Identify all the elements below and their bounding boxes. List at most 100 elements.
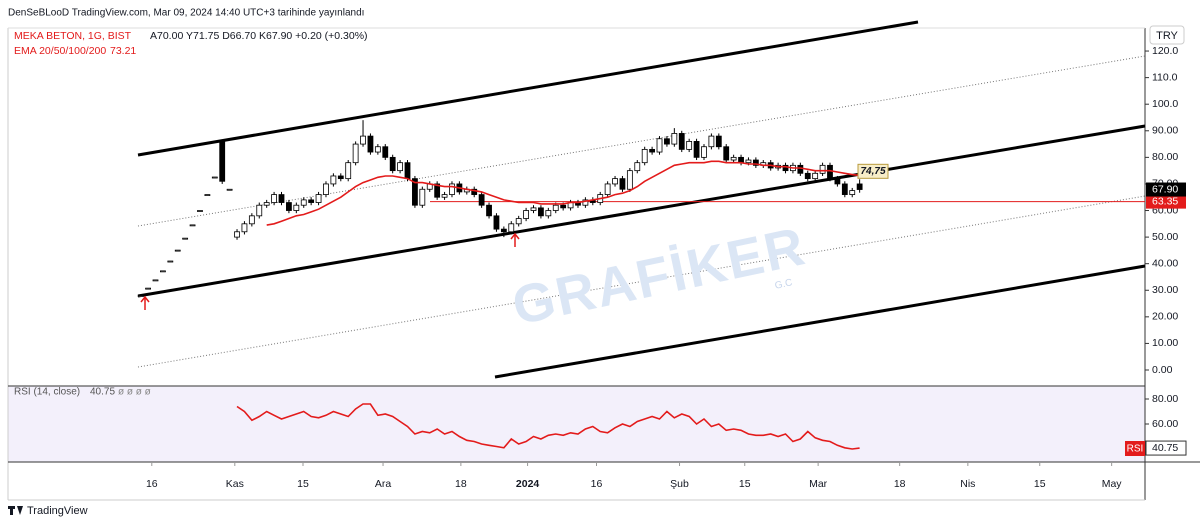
channel-midline — [137, 195, 1146, 368]
candle-body — [167, 260, 174, 263]
rsi-last: 40.75 — [1152, 442, 1178, 454]
x-tick-label: 2024 — [516, 478, 540, 490]
candle-body — [308, 199, 315, 203]
candle-body — [449, 183, 455, 195]
candle-body — [263, 202, 270, 206]
candle-body — [189, 224, 196, 227]
x-tick-label: Kas — [226, 478, 244, 490]
ohlc-text: A70.00 Y71.75 D66.70 K67.90 +0.20 (+0.30… — [150, 30, 368, 42]
level-tag-box — [1146, 194, 1186, 209]
level-tag: 63.35 — [1152, 195, 1178, 207]
header: DenSeBLooD TradingView.com, Mar 09, 2024… — [8, 8, 364, 19]
watermark: GRAFİKER G.C — [507, 216, 811, 337]
candle-body — [419, 188, 426, 206]
candle-body — [182, 237, 189, 240]
candle-body — [849, 190, 856, 195]
rsi-tag: RSI — [1127, 444, 1144, 455]
ema-line — [266, 160, 860, 226]
candle-body — [530, 207, 537, 211]
candle-body — [300, 199, 307, 206]
logo — [8, 506, 23, 515]
arrow — [510, 232, 520, 247]
channel-midline — [137, 55, 1146, 227]
candle-body — [745, 159, 752, 164]
candle-body — [248, 215, 255, 225]
candle-body — [337, 175, 344, 180]
candle-body — [804, 172, 811, 180]
candle-body — [174, 249, 181, 252]
candle-body — [797, 164, 804, 174]
candle-body — [219, 141, 226, 182]
arrow — [140, 295, 150, 310]
x-tick-label: 18 — [455, 478, 467, 490]
candle-body — [656, 138, 663, 153]
x-tick-label: 16 — [591, 478, 603, 490]
candle-body — [819, 164, 826, 174]
rsi-value: 40.75 — [90, 387, 115, 398]
candle-body — [234, 231, 240, 238]
candle-body — [271, 194, 277, 203]
candle-body — [278, 194, 285, 203]
rsi-line — [236, 403, 860, 450]
y-tick-label: 40.00 — [1152, 257, 1178, 269]
candle-body — [500, 228, 507, 233]
y-tick-label: 80.00 — [1152, 151, 1178, 163]
candle-body — [293, 204, 300, 211]
x-tick-label: Ara — [375, 478, 392, 490]
candle-body — [827, 164, 833, 180]
candle-body — [493, 215, 500, 230]
candle-body — [856, 183, 863, 190]
ema-value: 73.21 — [110, 45, 136, 57]
candle-body — [523, 210, 529, 219]
rsi-last-box — [1145, 440, 1187, 456]
annotation-box — [857, 163, 889, 179]
candle-body — [404, 162, 411, 180]
candle-body — [152, 279, 159, 282]
candle-body — [137, 295, 144, 297]
currency[interactable]: TRY — [1156, 30, 1178, 42]
x-tick-label: 15 — [1034, 478, 1046, 490]
candle-body — [515, 218, 522, 225]
rsi-tag-box — [1125, 441, 1145, 456]
candle-body — [619, 178, 626, 190]
symbol: MEKA BETON, 1G, BIST — [14, 30, 132, 42]
candle-body — [671, 133, 678, 145]
candle-body — [486, 204, 492, 217]
y-tick-label: 50.00 — [1152, 231, 1178, 243]
x-tick-label: Şub — [670, 478, 689, 490]
candle-body — [649, 148, 656, 153]
candle-body — [471, 188, 478, 195]
candle-body — [693, 141, 700, 158]
candle-body — [412, 178, 418, 206]
candle-body — [678, 133, 685, 150]
candle-body — [752, 159, 759, 166]
currency-box[interactable] — [1149, 25, 1185, 45]
candle-body — [545, 210, 552, 217]
channel-line — [494, 264, 1146, 379]
y-tick-label: 20.00 — [1152, 311, 1178, 323]
candle-body — [634, 162, 641, 172]
candle-body — [782, 164, 789, 172]
candle-body — [738, 156, 744, 164]
candle-body — [508, 223, 515, 233]
x-tick-label: 18 — [894, 478, 906, 490]
candle-body — [323, 183, 329, 195]
candle-body — [664, 138, 670, 145]
candle-body — [560, 204, 567, 209]
footer: TradingView — [27, 505, 88, 517]
candle-body — [330, 175, 337, 185]
last-price-box — [1146, 182, 1186, 197]
candle-body — [715, 135, 722, 148]
candle-body — [360, 135, 366, 145]
candle-body — [397, 162, 403, 172]
annotation: 74,75 — [860, 166, 885, 177]
candle-body — [686, 141, 693, 150]
footer-logo: TradingView — [8, 505, 88, 517]
last-price: 67.90 — [1152, 183, 1178, 195]
candle-body — [315, 194, 322, 203]
candle-body — [478, 194, 485, 206]
candle-body — [345, 162, 352, 180]
candle-body — [626, 170, 633, 190]
candle-body — [612, 178, 618, 185]
